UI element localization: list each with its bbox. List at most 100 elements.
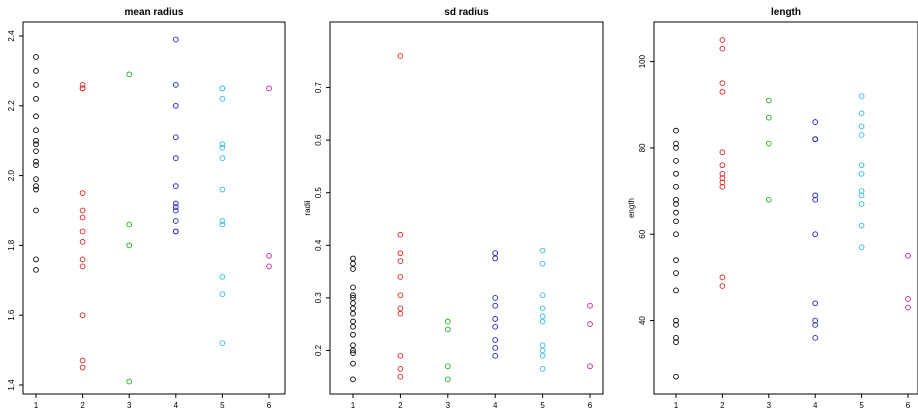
data-point <box>539 318 546 325</box>
data-point <box>79 228 86 235</box>
data-point <box>765 196 772 203</box>
data-point <box>858 93 865 99</box>
data-point <box>397 373 404 380</box>
data-point <box>350 331 356 338</box>
data-point <box>673 183 679 190</box>
data-point <box>765 114 772 121</box>
data-point <box>397 366 404 372</box>
x-tick-label: 6 <box>906 401 911 410</box>
data-point <box>350 284 356 291</box>
x-tick-label: 2 <box>720 401 725 410</box>
data-point <box>33 266 39 273</box>
data-point <box>397 53 404 59</box>
x-tick-label: 4 <box>493 401 498 410</box>
plot-panel-3: length 1 2 3 4 5 6 40 60 80 100 ength <box>627 7 918 410</box>
data-point <box>719 80 726 87</box>
data-point <box>673 209 679 216</box>
data-point <box>719 183 726 190</box>
data-point <box>79 256 86 263</box>
data-point <box>539 342 546 349</box>
data-point <box>219 95 226 102</box>
data-point <box>350 305 356 312</box>
y-tick-label: 0.2 <box>314 344 323 356</box>
y-tick-label: 2.0 <box>7 169 16 181</box>
data-point <box>172 36 179 43</box>
data-point <box>673 257 679 263</box>
data-point <box>539 292 546 299</box>
data-point <box>172 204 179 210</box>
data-point <box>673 373 679 380</box>
data-point <box>539 352 546 359</box>
data-point <box>172 102 179 109</box>
data-point <box>587 321 593 328</box>
data-point <box>397 250 404 257</box>
data-point <box>444 326 451 333</box>
data-point <box>539 347 546 354</box>
data-point <box>587 363 593 370</box>
data-point <box>397 231 404 238</box>
data-point <box>219 186 226 193</box>
data-point <box>492 250 499 257</box>
x-tick-label: 1 <box>674 401 679 410</box>
data-point <box>539 305 546 312</box>
data-point <box>905 252 911 259</box>
data-point <box>33 158 39 165</box>
data-point <box>673 287 679 294</box>
data-point <box>673 145 679 151</box>
data-point <box>350 347 356 354</box>
plot-title: mean radius <box>125 7 184 18</box>
data-point <box>33 141 39 148</box>
data-point <box>719 149 726 156</box>
data-point <box>219 221 226 228</box>
y-axis-label: ength <box>627 198 636 218</box>
data-point <box>673 201 679 207</box>
data-point <box>673 339 679 346</box>
data-point <box>33 183 39 189</box>
data-point <box>33 176 39 182</box>
data-point <box>350 300 356 306</box>
data-point <box>812 136 819 143</box>
plot-title: sd radius <box>444 7 489 18</box>
data-point <box>172 134 179 141</box>
data-point <box>350 323 356 330</box>
y-tick-label: 40 <box>638 316 647 325</box>
x-tick-label: 3 <box>127 401 132 410</box>
x-tick-label: 1 <box>34 401 39 410</box>
data-point <box>539 313 546 320</box>
data-point <box>172 155 179 162</box>
data-point <box>397 352 404 359</box>
data-point <box>905 296 911 302</box>
plot-frame <box>22 21 286 395</box>
data-point <box>858 188 865 194</box>
data-point <box>33 68 39 74</box>
data-point <box>858 192 865 199</box>
y-tick-label: 100 <box>638 54 647 68</box>
y-tick-label: 80 <box>638 143 647 152</box>
data-point <box>33 113 39 120</box>
data-point <box>812 119 819 125</box>
data-point <box>812 317 819 324</box>
data-point <box>126 71 133 78</box>
data-point <box>33 137 39 144</box>
data-point <box>397 273 404 280</box>
y-tick-label: 0.3 <box>314 292 323 304</box>
data-point <box>350 350 356 356</box>
data-point <box>812 322 819 328</box>
data-point <box>539 366 546 372</box>
data-point <box>673 231 679 238</box>
data-point <box>33 82 39 88</box>
data-point <box>719 88 726 95</box>
data-point <box>765 140 772 147</box>
data-point <box>765 97 772 104</box>
data-point <box>858 222 865 229</box>
data-point <box>719 179 726 186</box>
x-tick-label: 5 <box>859 401 864 410</box>
data-point <box>350 260 356 267</box>
data-point <box>673 196 679 203</box>
data-point <box>219 155 226 162</box>
data-point <box>33 54 39 60</box>
data-point <box>673 270 679 276</box>
data-point <box>812 192 819 199</box>
data-point <box>444 376 451 383</box>
y-tick-label: 0.5 <box>314 187 323 199</box>
